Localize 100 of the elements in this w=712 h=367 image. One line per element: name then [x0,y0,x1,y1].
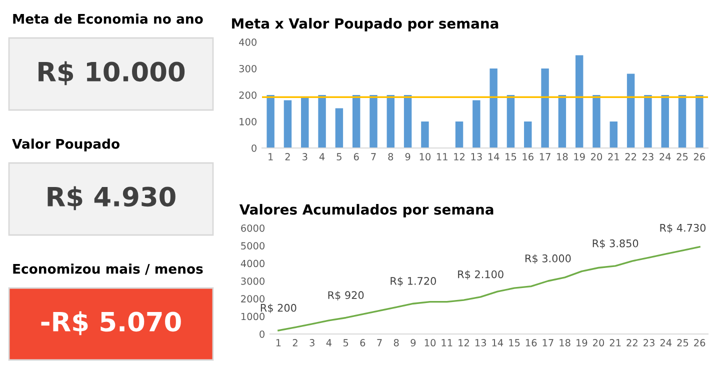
bar [421,122,429,148]
x-tick-label: 9 [405,153,410,160]
x-tick-label: 7 [371,153,376,160]
x-tick-label: 2 [285,153,290,160]
bar [696,95,704,148]
bar [352,95,360,148]
x-tick-label: 24 [660,153,671,160]
data-label: R$ 3.000 [525,254,571,264]
x-tick-label: 12 [454,153,464,160]
x-tick-label: 16 [522,153,534,160]
x-tick-label: 15 [506,153,516,160]
x-tick-label: 4 [326,339,332,346]
bar [472,100,480,148]
x-tick-label: 5 [343,339,348,346]
x-tick-label: 3 [302,153,308,160]
bar [318,95,326,148]
bar [592,95,600,148]
x-tick-label: 10 [424,339,436,346]
bar [404,95,412,148]
bar [490,68,498,148]
data-label: R$ 4.730 [660,224,706,234]
y-tick-label: 3000 [241,277,264,285]
x-tick-label: 7 [377,339,382,346]
x-tick-label: 19 [574,153,585,160]
bar [524,122,532,148]
x-tick-label: 15 [509,339,520,346]
bar [678,95,686,148]
x-tick-label: 25 [676,153,688,160]
x-tick-label: 3 [310,339,314,346]
x-tick-label: 6 [354,153,359,160]
x-tick-label: 13 [471,153,482,160]
bar [370,95,378,148]
bar [644,95,652,148]
x-tick-label: 26 [694,153,705,160]
x-tick-label: 24 [660,339,672,346]
bar [558,95,566,148]
y-tick-label: 2000 [241,295,264,302]
x-tick-label: 23 [644,339,654,346]
x-tick-label: 14 [488,153,500,160]
y-tick-label: 1000 [241,312,264,320]
x-tick-label: 4 [319,153,325,160]
text: R$ 4.930 [48,186,176,210]
bar [626,74,635,148]
x-tick-label: 6 [360,339,366,346]
x-tick-label: 18 [560,339,570,346]
y-tick-label: 300 [239,64,256,72]
x-tick-label: 20 [591,153,602,160]
bar [455,122,464,148]
y-tick-label: 4000 [240,260,264,268]
bar [506,95,515,148]
x-tick-label: 1 [276,339,281,346]
bar [610,122,618,148]
x-tick-label: 1 [268,153,273,160]
x-tick-label: 11 [437,153,448,160]
bar [541,68,549,148]
x-tick-label: 16 [526,339,537,346]
y-tick-label: 100 [240,118,256,126]
data-label: R$ 2.100 [458,270,504,280]
text: Valor Poupado [12,138,120,152]
y-tick-label: 6000 [241,224,264,232]
x-tick-label: 12 [458,339,469,346]
text: Meta de Economia no ano [13,14,203,24]
bar [661,95,669,148]
text: -R$ 5.070 [41,311,181,336]
x-tick-label: 13 [475,339,486,346]
x-tick-label: 10 [420,153,430,160]
x-tick-label: 2 [292,339,298,346]
x-tick-label: 22 [625,153,636,160]
x-tick-label: 8 [388,153,394,160]
y-tick-label: 400 [239,38,256,46]
x-tick-label: 20 [593,339,604,346]
y-tick-label: 5000 [241,242,264,250]
x-tick-label: 9 [410,339,416,346]
x-tick-label: 26 [694,339,706,346]
bar [386,95,395,148]
x-tick-label: 19 [576,339,588,346]
data-label: R$ 200 [260,304,296,314]
chart-title: Valores Acumulados por semana [239,204,494,218]
bar [284,100,292,148]
y-tick-label: 0 [260,330,264,338]
x-tick-label: 21 [608,153,619,160]
x-tick-label: 8 [394,339,399,346]
text: Economizou mais / menos [13,264,203,275]
y-tick-label: 200 [239,91,256,99]
data-label: R$ 3.850 [592,239,638,249]
x-tick-label: 17 [542,339,554,346]
data-label: R$ 1.720 [390,276,436,286]
data-label: R$ 920 [328,291,364,300]
bar [575,55,584,148]
chart-title: Meta x Valor Poupado por semana [232,18,498,32]
x-tick-label: 14 [492,339,504,346]
bar [335,108,344,148]
x-tick-label: 22 [626,339,638,346]
x-tick-label: 25 [677,339,688,346]
x-tick-label: 17 [540,153,550,160]
x-tick-label: 18 [557,153,568,160]
x-tick-label: 11 [442,339,452,346]
text: R$ 10.000 [38,61,185,86]
bar [301,98,309,148]
x-tick-label: 23 [642,153,654,160]
